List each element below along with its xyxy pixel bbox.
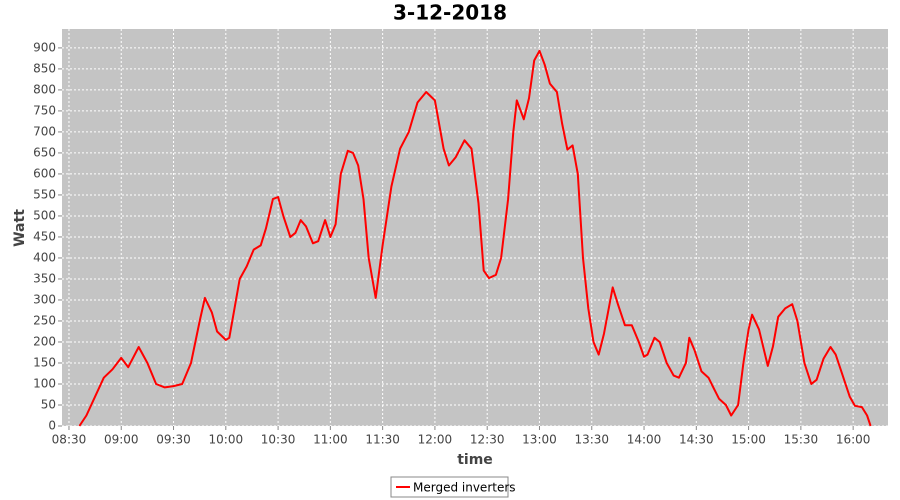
y-tick-label: 600	[33, 166, 56, 180]
y-tick-label: 800	[33, 82, 56, 96]
x-tick-label: 14:00	[627, 433, 662, 447]
y-tick-label: 350	[33, 271, 56, 285]
x-tick-label: 16:00	[836, 433, 871, 447]
x-tick-label: 09:30	[156, 433, 191, 447]
y-tick-label: 200	[33, 334, 56, 348]
series-line	[78, 49, 872, 427]
y-tick-label: 0	[48, 419, 56, 433]
x-tick-label: 13:00	[522, 433, 557, 447]
y-tick-label: 50	[41, 397, 56, 411]
legend-label: Merged inverters	[413, 481, 516, 495]
y-tick-label: 750	[33, 103, 56, 117]
y-tick-label: 100	[33, 376, 56, 390]
plot-area	[62, 29, 888, 426]
y-tick-label: 400	[33, 250, 56, 264]
x-tick-label: 15:30	[784, 433, 819, 447]
y-axis-label: Watt	[12, 209, 28, 247]
x-axis-label: time	[457, 452, 493, 468]
y-tick-label: 850	[33, 61, 56, 75]
y-tick-label: 150	[33, 355, 56, 369]
legend	[390, 476, 509, 498]
y-tick-label: 500	[33, 208, 56, 222]
x-tick-label: 10:00	[209, 433, 244, 447]
x-tick-label: 11:00	[313, 433, 348, 447]
x-tick-label: 15:00	[731, 433, 766, 447]
y-tick-label: 450	[33, 229, 56, 243]
y-tick-label: 650	[33, 145, 56, 159]
y-tick-label: 700	[33, 124, 56, 138]
x-tick-label: 09:00	[104, 433, 139, 447]
x-tick-label: 08:30	[52, 433, 87, 447]
x-tick-label: 12:30	[470, 433, 505, 447]
x-tick-label: 12:00	[418, 433, 453, 447]
chart-title: 3-12-2018	[393, 1, 507, 25]
y-tick-label: 300	[33, 292, 56, 306]
x-tick-label: 14:30	[679, 433, 714, 447]
y-tick-label: 550	[33, 187, 56, 201]
y-tick-label: 900	[33, 40, 56, 54]
y-tick-label: 250	[33, 313, 56, 327]
x-tick-label: 10:30	[261, 433, 296, 447]
x-tick-label: 13:30	[574, 433, 609, 447]
x-tick-label: 11:30	[365, 433, 400, 447]
